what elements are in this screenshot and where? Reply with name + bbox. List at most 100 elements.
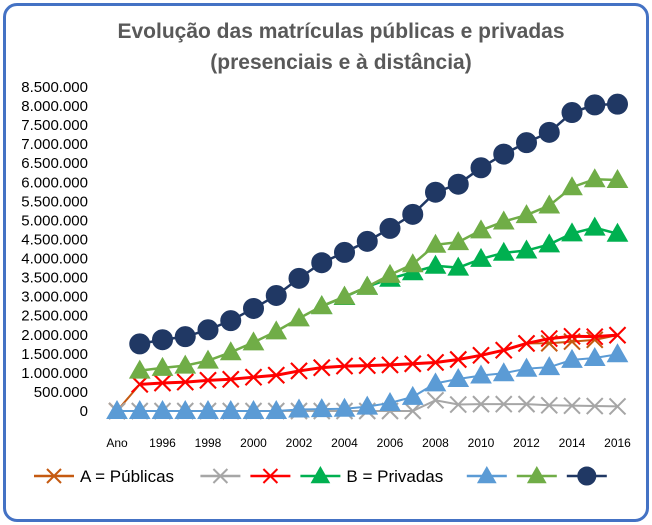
data-point xyxy=(222,370,240,388)
series-6 xyxy=(129,93,628,355)
data-point xyxy=(356,395,379,415)
y-tick-label: 7.500.000 xyxy=(21,117,88,134)
data-point xyxy=(152,329,173,351)
data-point xyxy=(197,399,219,419)
series-2 xyxy=(131,326,627,394)
x-tick-label: 2006 xyxy=(377,436,404,450)
x-tick-label: 2000 xyxy=(240,436,267,450)
data-point xyxy=(426,353,445,372)
data-point xyxy=(492,362,515,382)
data-point xyxy=(401,253,424,273)
data-point xyxy=(449,350,467,369)
data-point xyxy=(334,241,355,263)
data-point xyxy=(538,356,561,376)
data-point xyxy=(242,399,265,419)
legend: A = Públicas B = Privadas xyxy=(34,465,607,486)
data-point xyxy=(333,397,356,417)
data-point xyxy=(379,217,401,239)
legend-entry xyxy=(516,465,557,484)
data-point xyxy=(310,398,333,418)
y-tick-label: 5.500.000 xyxy=(21,193,88,210)
data-point xyxy=(199,371,217,390)
data-point xyxy=(106,399,128,419)
data-point xyxy=(447,367,470,387)
data-point xyxy=(335,357,354,375)
data-point xyxy=(606,222,629,242)
data-point xyxy=(586,331,604,349)
y-tick-label: 500.000 xyxy=(34,384,88,401)
data-point xyxy=(586,327,604,346)
y-tick-label: 4.500.000 xyxy=(21,231,88,248)
data-point xyxy=(606,343,629,363)
series-layer xyxy=(106,93,629,420)
data-point xyxy=(515,239,538,259)
series-line xyxy=(139,333,618,386)
data-point xyxy=(401,385,424,405)
data-point xyxy=(151,399,174,419)
legend-swatch-marker xyxy=(526,465,547,484)
x-tick-label: Ano xyxy=(106,436,128,450)
data-point xyxy=(561,348,583,368)
data-point xyxy=(561,222,583,242)
data-point xyxy=(356,275,379,295)
data-point xyxy=(608,326,627,344)
legend-swatch-marker xyxy=(262,468,279,484)
data-point xyxy=(358,356,376,375)
series-5 xyxy=(128,168,629,379)
x-tick-label: 2012 xyxy=(513,436,540,450)
data-point xyxy=(288,398,310,418)
y-tick-label: 1.000.000 xyxy=(21,365,88,382)
data-point xyxy=(265,285,287,307)
y-tick-label: 8.000.000 xyxy=(21,98,88,115)
legend-swatch-marker xyxy=(577,466,597,486)
data-point xyxy=(447,231,470,251)
y-tick-label: 3.000.000 xyxy=(21,289,88,306)
data-point xyxy=(540,329,558,348)
data-point xyxy=(176,373,194,391)
x-tick-label: 2004 xyxy=(331,436,358,450)
y-tick-label: 7.000.000 xyxy=(21,136,88,153)
data-point xyxy=(313,358,331,377)
data-point xyxy=(563,396,581,415)
data-point xyxy=(333,285,356,305)
data-point xyxy=(517,334,536,353)
data-point xyxy=(515,357,538,377)
data-point xyxy=(379,263,401,283)
data-point xyxy=(561,176,583,196)
data-point xyxy=(470,219,492,239)
y-tick-label: 1.500.000 xyxy=(21,346,88,363)
data-point xyxy=(426,391,445,410)
data-point xyxy=(563,327,581,345)
data-point xyxy=(425,181,446,203)
y-tick-label: 3.500.000 xyxy=(21,270,88,287)
x-tick-label: 1996 xyxy=(149,436,176,450)
data-point xyxy=(424,233,447,253)
data-point xyxy=(153,374,172,392)
series-line xyxy=(139,102,618,346)
data-point xyxy=(424,254,447,274)
data-point xyxy=(129,333,151,355)
x-tick-label: 2016 xyxy=(604,436,631,450)
data-point xyxy=(447,256,470,276)
data-point xyxy=(356,230,378,252)
data-point xyxy=(424,372,447,392)
series-4 xyxy=(106,343,629,419)
x-tick-label: 1998 xyxy=(195,436,222,450)
y-tick-label: 2.500.000 xyxy=(21,308,88,325)
data-point xyxy=(561,102,583,124)
data-point xyxy=(290,362,308,380)
data-point xyxy=(197,349,219,369)
data-point xyxy=(265,399,288,419)
data-point xyxy=(538,233,561,253)
legend-entry xyxy=(200,468,241,484)
data-point xyxy=(586,397,604,415)
data-point xyxy=(515,204,538,224)
y-tick-label: 8.500.000 xyxy=(21,79,88,96)
data-point xyxy=(447,173,469,195)
legend-entry xyxy=(566,466,607,486)
data-point xyxy=(220,310,242,332)
series-line xyxy=(139,177,618,372)
y-tick-label: 2.000.000 xyxy=(21,327,88,344)
data-point xyxy=(288,307,310,327)
